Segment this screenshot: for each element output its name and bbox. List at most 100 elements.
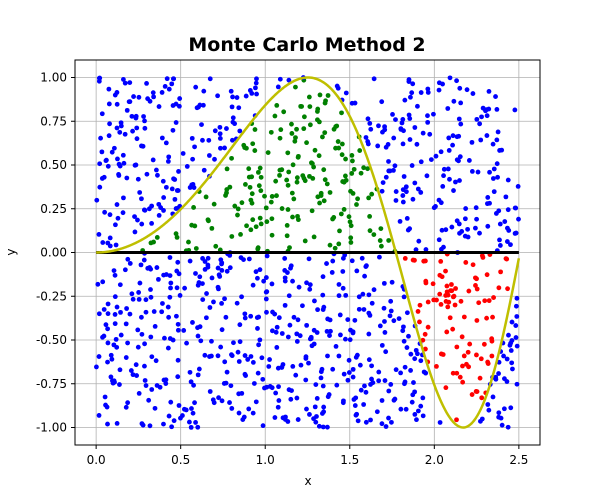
scatter-point — [253, 399, 259, 405]
scatter-point — [165, 345, 171, 351]
scatter-point — [362, 383, 367, 389]
scatter-point — [232, 203, 238, 209]
scatter-point — [282, 417, 288, 422]
scatter-point — [198, 338, 204, 344]
scatter-point — [290, 363, 296, 369]
scatter-point — [191, 205, 196, 210]
scatter-point — [312, 404, 318, 410]
scatter-point — [514, 343, 520, 349]
scatter-point — [363, 389, 369, 395]
scatter-point — [312, 298, 317, 304]
scatter-point — [316, 423, 322, 429]
scatter-point — [123, 321, 129, 327]
scatter-point — [175, 321, 181, 327]
scatter-point — [407, 226, 413, 232]
scatter-point — [479, 114, 484, 120]
scatter-point — [130, 128, 135, 134]
scatter-point — [423, 280, 429, 286]
scatter-point — [227, 400, 232, 405]
scatter-point — [217, 274, 223, 279]
scatter-point — [341, 206, 347, 212]
scatter-point — [303, 356, 309, 361]
scatter-point — [236, 105, 242, 111]
scatter-point — [445, 106, 451, 111]
scatter-point — [135, 176, 141, 182]
scatter-point — [444, 289, 450, 295]
scatter-point — [423, 247, 429, 252]
scatter-point — [382, 378, 388, 383]
scatter-point — [420, 337, 426, 343]
scatter-point — [137, 190, 143, 195]
scatter-point — [223, 193, 228, 198]
scatter-point — [132, 214, 137, 219]
scatter-point — [205, 255, 211, 261]
scatter-point — [340, 285, 346, 291]
scatter-point — [289, 388, 294, 394]
scatter-point — [105, 301, 111, 307]
scatter-point — [129, 291, 135, 297]
scatter-point — [199, 122, 204, 127]
scatter-point — [161, 421, 166, 427]
scatter-point — [401, 174, 407, 179]
scatter-point — [224, 369, 230, 375]
scatter-point — [398, 406, 404, 412]
scatter-point — [142, 341, 147, 347]
scatter-point — [154, 235, 160, 240]
scatter-point — [235, 212, 240, 218]
scatter-point — [371, 232, 377, 237]
scatter-point — [228, 88, 234, 94]
scatter-point — [484, 113, 490, 119]
scatter-point — [487, 169, 492, 175]
scatter-point — [173, 313, 179, 319]
scatter-point — [376, 369, 382, 375]
scatter-point — [167, 294, 173, 300]
x-tick-label: 0.0 — [87, 453, 106, 467]
scatter-point — [387, 168, 393, 174]
scatter-point — [422, 331, 428, 337]
scatter-point — [363, 419, 369, 425]
scatter-point — [424, 173, 430, 179]
scatter-point — [304, 140, 309, 146]
scatter-point — [147, 423, 153, 429]
scatter-point — [212, 128, 218, 134]
scatter-point — [322, 130, 328, 136]
scatter-point — [268, 199, 274, 205]
scatter-point — [454, 370, 460, 376]
scatter-point — [285, 182, 291, 188]
scatter-point — [288, 265, 293, 271]
scatter-point — [329, 270, 335, 275]
scatter-point — [430, 281, 436, 287]
scatter-point — [168, 285, 173, 291]
scatter-point — [349, 171, 355, 176]
scatter-point — [506, 332, 511, 338]
scatter-point — [181, 328, 187, 333]
scatter-point — [374, 409, 380, 415]
scatter-point — [486, 88, 492, 94]
scatter-point — [371, 76, 377, 82]
scatter-point — [477, 375, 483, 381]
scatter-point — [284, 222, 290, 228]
scatter-point — [124, 306, 129, 311]
scatter-point — [389, 279, 395, 285]
scatter-point — [296, 284, 302, 290]
y-tick-label: 0.75 — [40, 114, 67, 128]
scatter-point — [322, 177, 328, 183]
scatter-point — [229, 137, 235, 143]
scatter-point — [504, 239, 510, 244]
scatter-point — [514, 314, 520, 319]
scatter-point — [350, 374, 356, 380]
scatter-point — [420, 395, 426, 401]
scatter-point — [363, 264, 369, 269]
scatter-point — [285, 150, 291, 156]
scatter-point — [453, 286, 458, 291]
scatter-point — [107, 212, 113, 218]
scatter-point — [343, 292, 349, 298]
scatter-point — [411, 380, 416, 385]
scatter-point — [286, 293, 292, 299]
scatter-point — [509, 319, 515, 325]
scatter-point — [173, 101, 179, 107]
scatter-point — [324, 181, 330, 187]
scatter-point — [290, 278, 295, 284]
scatter-point — [306, 94, 312, 100]
scatter-point — [96, 311, 102, 317]
